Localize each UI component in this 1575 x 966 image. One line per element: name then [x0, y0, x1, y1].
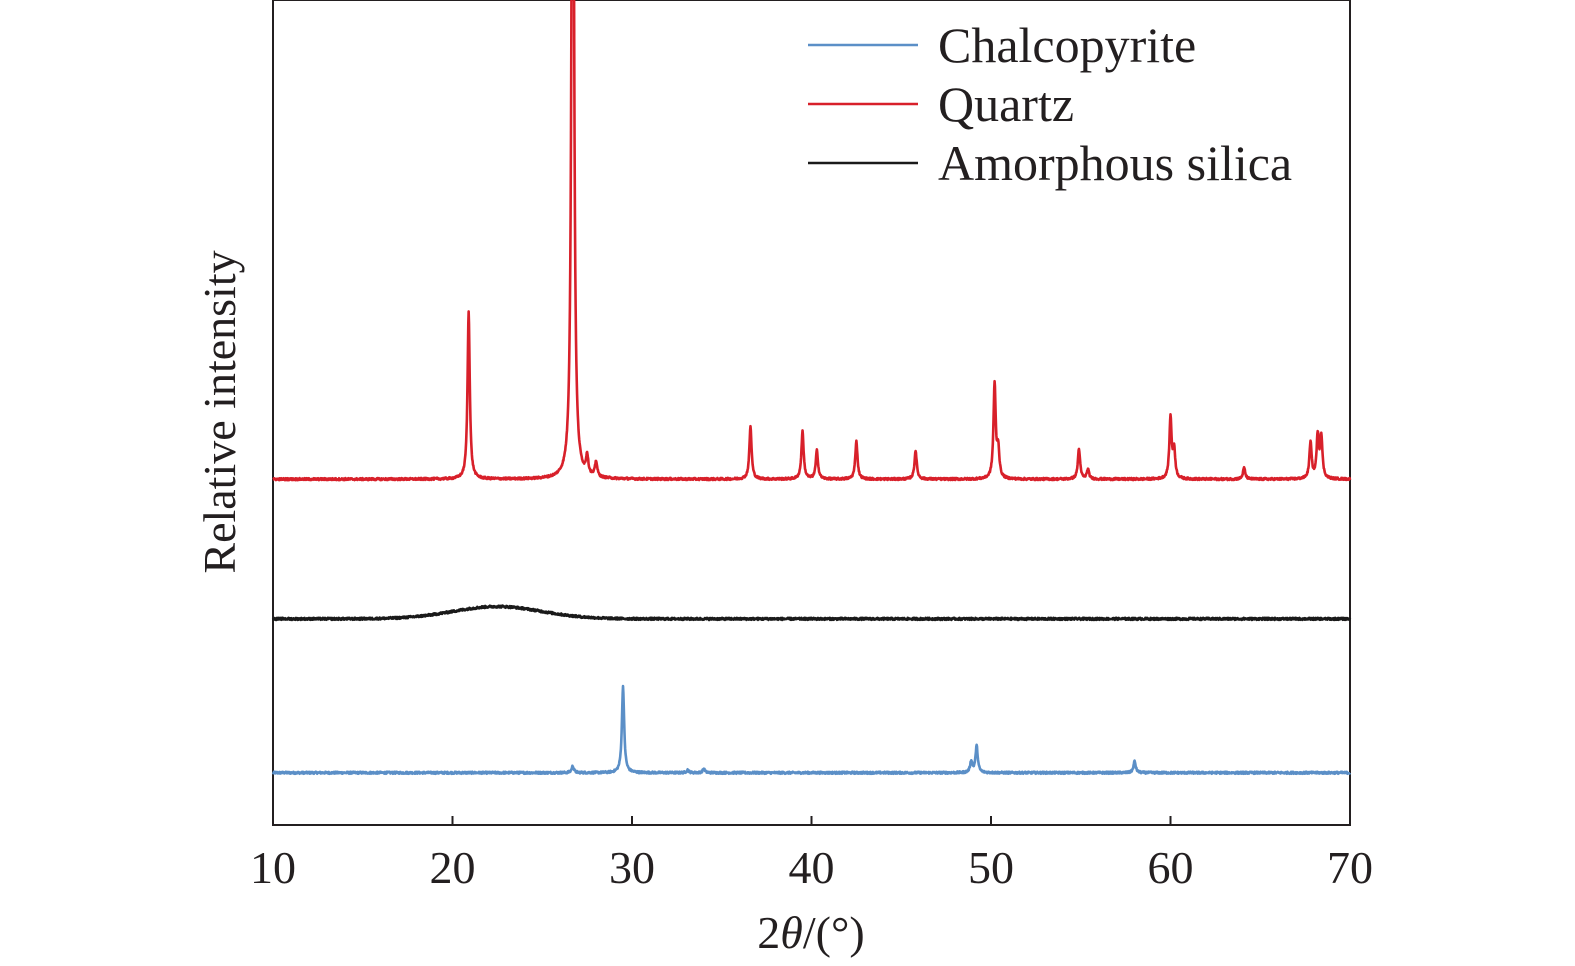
- x-tick-label: 20: [430, 842, 476, 893]
- legend-label-amorphous-silica: Amorphous silica: [938, 135, 1292, 191]
- x-tick-label: 30: [609, 842, 655, 893]
- series-line-amorphous-silica: [271, 604, 1352, 622]
- plot-frame: [272, 0, 1351, 826]
- series-line-chalcopyrite: [271, 684, 1352, 776]
- x-tick-label: 60: [1148, 842, 1194, 893]
- legend-label-quartz: Quartz: [938, 76, 1074, 132]
- series-line-quartz: [272, 0, 1352, 482]
- y-axis-title: Relative intensity: [194, 250, 245, 573]
- x-tick-label: 70: [1327, 842, 1373, 893]
- series-group: [271, 0, 1352, 776]
- x-axis-ticks: 10 20 30 40 50 60 70: [250, 816, 1373, 893]
- legend-label-chalcopyrite: Chalcopyrite: [938, 17, 1196, 73]
- x-axis-title: 2θ/(°): [757, 907, 864, 958]
- x-tick-label: 40: [789, 842, 835, 893]
- x-tick-label: 50: [968, 842, 1014, 893]
- x-tick-label: 10: [250, 842, 296, 893]
